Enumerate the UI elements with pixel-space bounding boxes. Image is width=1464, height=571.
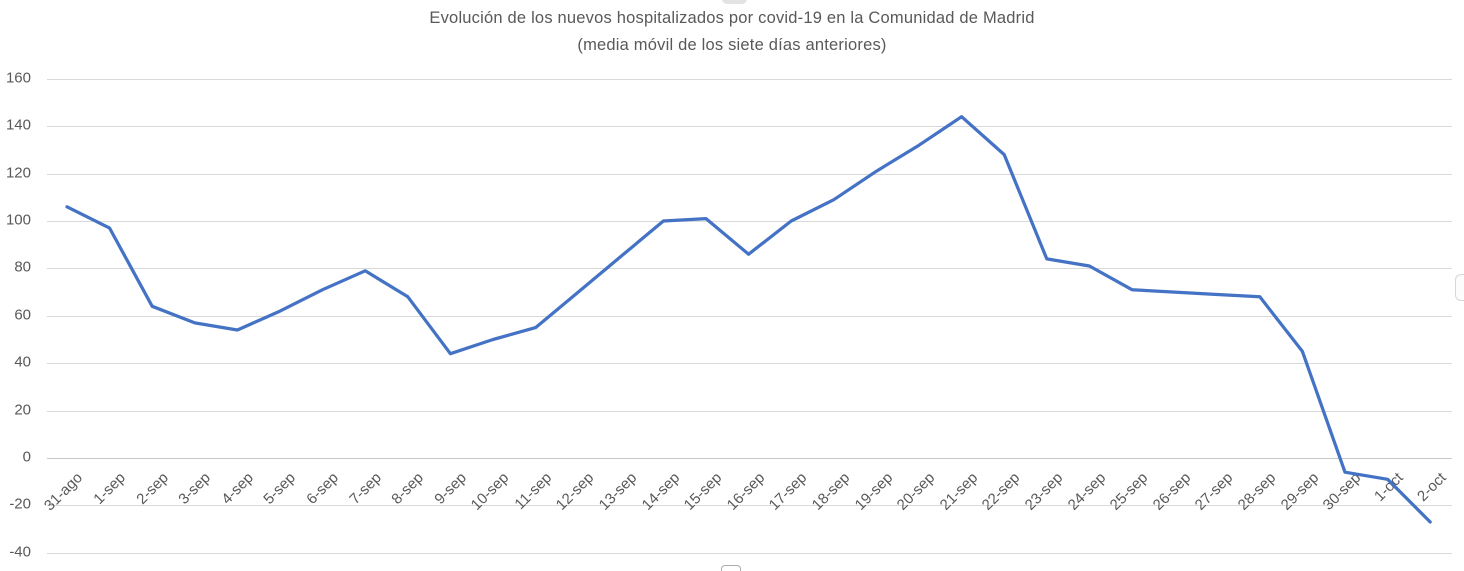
y-axis-tick-label: 160 [5, 69, 31, 87]
x-axis-label: 10-sep [467, 469, 513, 514]
y-gridline [47, 126, 1452, 128]
y-axis-tick-label: -20 [9, 496, 31, 514]
x-axis-label: 2-sep [132, 469, 172, 508]
x-axis-label: 13-sep [595, 469, 641, 514]
x-axis-label: 31-ago [41, 469, 87, 515]
y-axis-tick-label: 40 [14, 353, 31, 371]
chart-subtitle: (media móvil de los siete días anteriore… [577, 36, 887, 54]
x-axis-label: 5-sep [260, 469, 300, 508]
x-axis-label: 1-sep [90, 469, 129, 508]
x-axis-label: 19-sep [851, 469, 896, 514]
x-axis-label: 16-sep [723, 469, 768, 514]
y-gridline [47, 173, 1452, 175]
x-axis-label: 25-sep [1106, 469, 1152, 514]
x-axis-label: 21-sep [936, 469, 981, 514]
x-axis-label: 20-sep [893, 469, 939, 514]
y-axis-tick-label: 60 [14, 306, 31, 324]
y-gridline [47, 315, 1452, 317]
y-axis-tick-label: 0 [22, 448, 31, 466]
y-axis-tick-label: 20 [14, 401, 31, 419]
chart-handle-right[interactable] [1455, 274, 1464, 301]
x-axis-label: 28-sep [1234, 469, 1280, 514]
x-axis-label: 7-sep [345, 469, 385, 508]
x-axis-label: 2-oct [1413, 469, 1450, 505]
x-axis-label: 24-sep [1064, 469, 1109, 514]
x-axis-label: 14-sep [638, 469, 683, 514]
x-axis-label: 15-sep [680, 469, 726, 514]
x-axis-label: 26-sep [1149, 469, 1194, 514]
y-axis-tick-label: 100 [5, 211, 31, 229]
y-axis-tick-label: 80 [14, 259, 31, 277]
y-gridline [47, 78, 1452, 80]
chart-handle-top[interactable] [722, 0, 747, 4]
x-axis-label: 30-sep [1319, 469, 1365, 514]
x-axis-label: 23-sep [1021, 469, 1067, 514]
y-gridline [47, 552, 1452, 554]
x-axis-label: 12-sep [553, 469, 598, 514]
x-axis-label: 6-sep [303, 469, 342, 508]
x-axis-label: 8-sep [388, 469, 428, 508]
x-axis-label: 3-sep [175, 469, 215, 508]
y-axis-tick-label: -40 [9, 543, 31, 561]
chart-handle-bottom[interactable] [721, 565, 741, 571]
y-gridline [47, 363, 1452, 365]
y-axis-tick-label: 120 [5, 164, 31, 182]
x-axis-label: 17-sep [766, 469, 811, 514]
x-axis-label: 4-sep [218, 469, 257, 508]
x-axis-label: 1-oct [1371, 469, 1407, 505]
x-axis-label: 22-sep [979, 469, 1024, 514]
y-axis-tick-label: 140 [5, 116, 31, 134]
chart-title-block: Evolución de los nuevos hospitalizados p… [0, 5, 1464, 59]
y-gridline [47, 268, 1452, 270]
y-gridline [47, 410, 1452, 412]
x-axis-label: 27-sep [1192, 469, 1237, 514]
x-axis-label: 9-sep [431, 469, 470, 508]
data-series-line [65, 115, 1432, 524]
x-axis-label: 18-sep [808, 469, 854, 514]
zero-gridline [47, 458, 1452, 459]
chart-title: Evolución de los nuevos hospitalizados p… [429, 9, 1035, 27]
x-axis-label: 29-sep [1277, 469, 1322, 514]
y-gridline [47, 221, 1452, 222]
